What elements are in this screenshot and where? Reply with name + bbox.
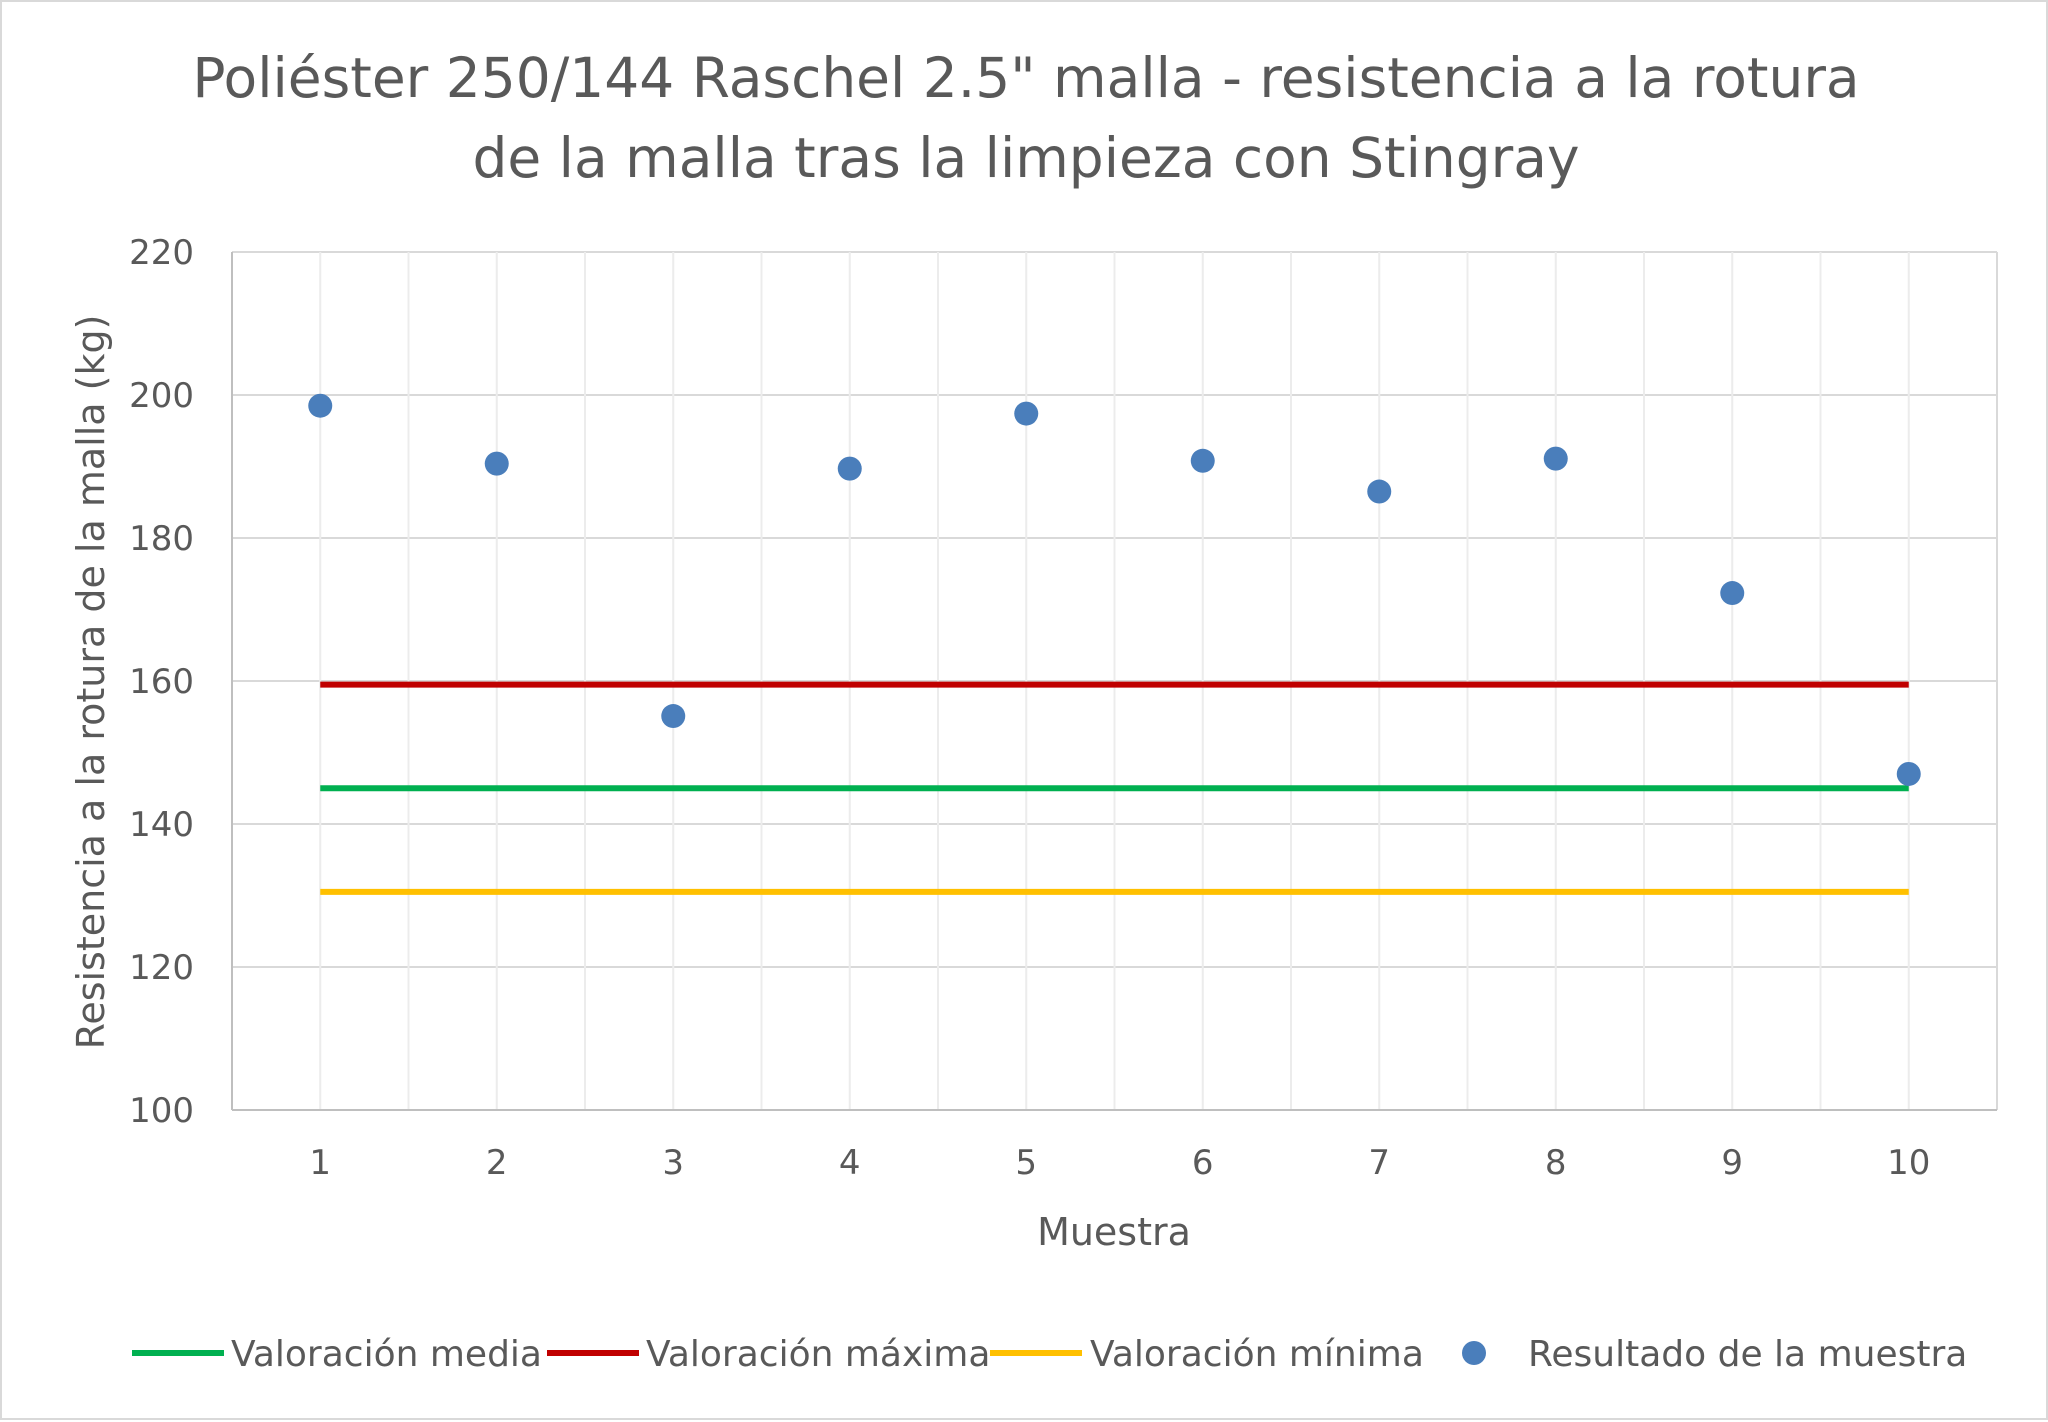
legend: Valoración media Valoración máxima Valorac… [132,1334,1967,1375]
legend-label: Valoración media [231,1334,542,1375]
y-tick-label: 140 [129,805,194,845]
x-tick-label: 9 [1721,1143,1743,1183]
x-tick-label: 6 [1192,1143,1214,1183]
data-point [1896,761,1921,786]
y-tick-label: 180 [129,519,194,559]
chart-title-line-2: de la malla tras la limpieza con Stingra… [472,126,1579,190]
data-point [837,456,862,481]
chart-title-line-1: Poliéster 250/144 Raschel 2.5" malla - r… [192,46,1859,110]
data-point [1543,446,1568,471]
y-tick-label: 220 [129,233,194,273]
legend-swatch [1462,1341,1486,1365]
x-tick-label: 1 [309,1143,331,1183]
legend-item: Resultado de la muestra [1462,1334,1967,1375]
x-tick-label: 7 [1368,1143,1390,1183]
data-point [484,451,509,476]
legend-item: Valoración mínima [990,1334,1424,1375]
data-point [661,704,686,729]
grid-layer [232,251,1998,1110]
x-tick-label: 5 [1015,1143,1037,1183]
legend-label: Resultado de la muestra [1528,1334,1967,1375]
x-tick-label: 3 [662,1143,684,1183]
legend-label: Valoración máxima [646,1334,990,1375]
x-tick-label: 10 [1887,1143,1930,1183]
series-layer [308,393,1921,895]
data-point [308,393,333,418]
y-tick-label: 100 [129,1091,194,1131]
x-axis-label: Muestra [1037,1210,1191,1254]
y-axis-label: Resistencia a la rotura de la malla (kg) [69,315,113,1050]
x-tick-labels: 1 2 3 4 5 6 7 8 9 10 [309,1143,1930,1183]
x-tick-label: 8 [1545,1143,1567,1183]
legend-item: Valoración máxima [547,1334,990,1375]
legend-label: Valoración mínima [1090,1334,1424,1375]
data-point [1720,581,1745,606]
y-tick-labels: 100 120 140 160 180 200 220 [129,233,194,1131]
x-tick-label: 4 [839,1143,861,1183]
axis-layer [231,252,1997,1111]
data-point [1014,401,1039,426]
y-tick-label: 160 [129,662,194,702]
y-tick-label: 200 [129,376,194,416]
data-point [1190,448,1215,473]
data-point [1367,479,1392,504]
legend-item: Valoración media [132,1334,542,1375]
x-tick-label: 2 [486,1143,508,1183]
y-tick-label: 120 [129,948,194,988]
